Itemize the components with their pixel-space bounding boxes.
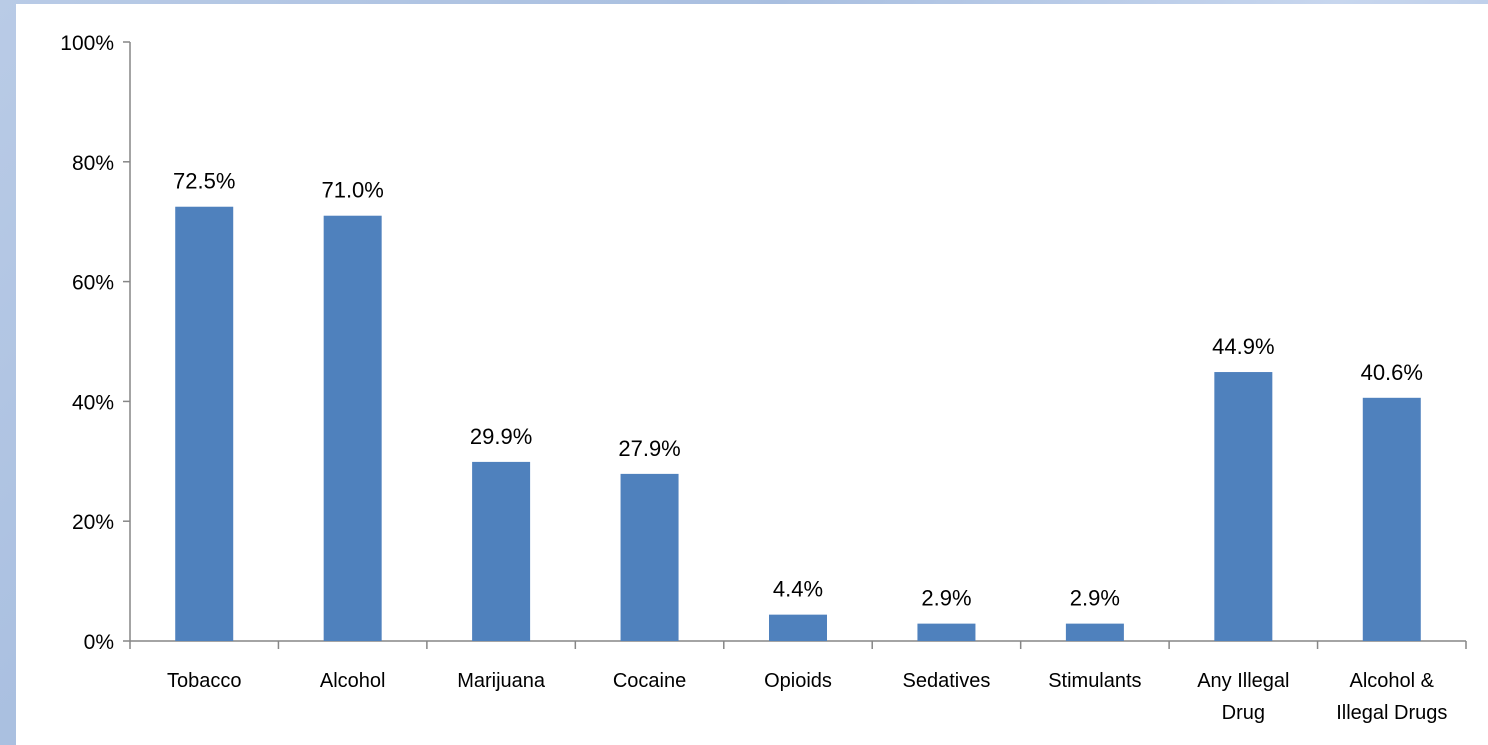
category-label: Stimulants	[1048, 670, 1141, 692]
y-tick-label: 0%	[84, 631, 114, 654]
category-label: Illegal Drugs	[1336, 702, 1447, 724]
data-label: 27.9%	[618, 436, 680, 461]
bar	[175, 206, 234, 641]
y-tick-label: 40%	[72, 391, 114, 414]
chart-frame: 0% 20% 40% 60% 80% 100% 72.5% Tobacco 71.0% Alcoh…	[16, 4, 1488, 745]
category-label: Alcohol	[320, 670, 386, 692]
data-label: 71.0%	[321, 178, 383, 203]
bar	[472, 461, 531, 641]
bar	[323, 215, 382, 641]
category-label: Alcohol &	[1350, 670, 1435, 692]
y-tick-label: 20%	[72, 511, 114, 534]
data-label: 2.9%	[921, 586, 971, 611]
data-label: 72.5%	[173, 169, 235, 194]
bar	[1214, 372, 1273, 641]
category-label: Tobacco	[167, 670, 242, 692]
category-label: Drug	[1222, 702, 1265, 724]
data-label: 29.9%	[470, 424, 532, 449]
data-label: 44.9%	[1212, 334, 1274, 359]
y-tick-label: 60%	[72, 272, 114, 295]
bar	[620, 473, 679, 641]
category-label: Cocaine	[613, 670, 686, 692]
bar	[769, 614, 827, 641]
category-label: Any Illegal	[1197, 670, 1289, 692]
category-label: Sedatives	[903, 670, 991, 692]
data-label: 4.4%	[773, 577, 823, 602]
category-label: Opioids	[764, 670, 832, 692]
category-label: Marijuana	[457, 670, 546, 692]
chart-labels: 0% 20% 40% 60% 80% 100% 72.5% Tobacco 71.0% Alcoh…	[60, 32, 1447, 724]
bar-chart: 0% 20% 40% 60% 80% 100% 72.5% Tobacco 71.0% Alcoh…	[60, 32, 1467, 724]
data-label: 2.9%	[1070, 586, 1120, 611]
bar	[1362, 397, 1421, 641]
chart-bars	[175, 206, 1421, 641]
bar	[917, 623, 976, 641]
bar	[1065, 623, 1124, 641]
y-tick-label: 100%	[60, 32, 114, 55]
y-tick-label: 80%	[72, 152, 114, 175]
data-label: 40.6%	[1361, 360, 1423, 385]
